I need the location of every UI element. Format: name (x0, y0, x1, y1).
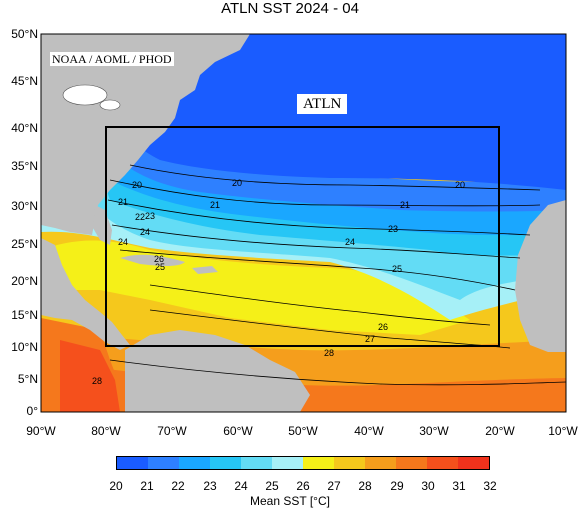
contour-23 (107, 199, 531, 236)
colorbar-swatch (272, 457, 303, 469)
lon-label: 50°W (288, 424, 318, 438)
contour-25 (119, 249, 516, 291)
lat-label: 50°N (11, 27, 38, 41)
lat-label: 10°N (11, 340, 38, 354)
contour-label: 26 (378, 322, 388, 332)
contour-label: 20 (455, 180, 465, 190)
map-title: ATLN SST 2024 - 04 (221, 0, 359, 17)
contour-label: 20 (232, 178, 242, 188)
colorbar-swatch (427, 457, 458, 469)
land-north-america (41, 34, 250, 235)
lon-label: 40°W (354, 424, 384, 438)
lat-label: 5°N (17, 372, 38, 386)
lon-label: 60°W (223, 424, 253, 438)
lat-label: 25°N (11, 237, 38, 251)
colorbar (116, 456, 490, 470)
colorbar-swatch (458, 457, 489, 469)
colorbar-tick: 32 (483, 479, 497, 493)
land-south-america (125, 330, 310, 412)
colorbar-swatch (334, 457, 365, 469)
colorbar-tick: 24 (234, 479, 248, 493)
great-lakes (62, 84, 108, 106)
lat-label: 20°N (11, 274, 38, 288)
colorbar-label: Mean SST [°C] (250, 494, 330, 508)
colorbar-tick: 28 (358, 479, 372, 493)
colorbar-swatch (148, 457, 179, 469)
contour-20 (129, 164, 541, 191)
lat-label: 35°N (11, 159, 38, 173)
lon-label: 80°W (91, 424, 121, 438)
colorbar-swatch (241, 457, 272, 469)
colorbar-tick: 20 (109, 479, 123, 493)
contour-label: 27 (365, 334, 375, 344)
colorbar-swatch (179, 457, 210, 469)
great-lakes-2 (99, 99, 121, 111)
lat-label: 40°N (11, 121, 38, 135)
colorbar-tick: 26 (296, 479, 310, 493)
contour-label: 21 (118, 197, 128, 207)
contour-label: 24 (118, 237, 128, 247)
colorbar-tick: 30 (421, 479, 435, 493)
band-cold (130, 34, 566, 190)
contour-label: 21 (210, 200, 220, 210)
colorbar-swatch (210, 457, 241, 469)
land-africa (515, 200, 566, 352)
band-21 (110, 130, 566, 212)
contour-label: 24 (345, 237, 355, 247)
land-hispaniola (192, 266, 218, 274)
colorbar-swatch (117, 457, 148, 469)
contour-28 (109, 359, 566, 386)
lon-label: 20°W (485, 424, 515, 438)
colorbar-tick: 22 (171, 479, 185, 493)
pacific-hotter (60, 340, 120, 412)
lon-label: 10°W (548, 424, 578, 438)
lon-label: 70°W (157, 424, 187, 438)
lat-label: 45°N (11, 74, 38, 88)
region-label: ATLN (297, 94, 348, 114)
contour-label: 28 (324, 348, 334, 358)
colorbar-tick: 27 (327, 479, 341, 493)
contour-27 (149, 309, 511, 349)
lat-label: 15°N (11, 308, 38, 322)
land-central-america (41, 238, 130, 350)
land-cuba (120, 254, 185, 266)
contour-label: 28 (92, 376, 102, 386)
contour-label: 24 (140, 227, 150, 237)
contour-label: 20 (132, 180, 142, 190)
colorbar-tick: 21 (140, 479, 154, 493)
contour-label: 21 (400, 200, 410, 210)
lat-label: 30°N (11, 199, 38, 213)
map-frame (40, 33, 567, 413)
colorbar-tick: 25 (265, 479, 279, 493)
contour-label: 25 (392, 264, 402, 274)
contour-label: 26 (154, 254, 164, 264)
contour-label: 23 (145, 211, 155, 221)
colorbar-tick: 23 (203, 479, 217, 493)
contour-label: 25 (155, 262, 165, 272)
contour-21 (109, 179, 541, 207)
contour-24 (111, 224, 521, 259)
land-florida (93, 205, 112, 245)
colorbar-tick: 29 (390, 479, 404, 493)
colorbar-swatch (365, 457, 396, 469)
contour-label: 23 (388, 224, 398, 234)
source-tag: NOAA / AOML / PHOD (50, 52, 174, 66)
atln-region-box (105, 126, 500, 347)
lat-label: 0° (26, 404, 38, 418)
contour-26 (149, 284, 491, 326)
contour-label: 22 (135, 212, 145, 222)
colorbar-tick: 31 (452, 479, 466, 493)
colorbar-swatch (303, 457, 334, 469)
lon-label: 90°W (26, 424, 56, 438)
lon-label: 30°W (419, 424, 449, 438)
colorbar-swatch (396, 457, 427, 469)
